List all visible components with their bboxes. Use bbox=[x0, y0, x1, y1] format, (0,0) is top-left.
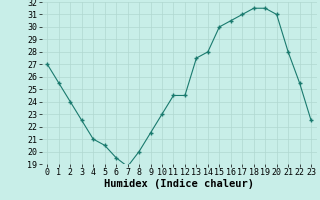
X-axis label: Humidex (Indice chaleur): Humidex (Indice chaleur) bbox=[104, 179, 254, 189]
